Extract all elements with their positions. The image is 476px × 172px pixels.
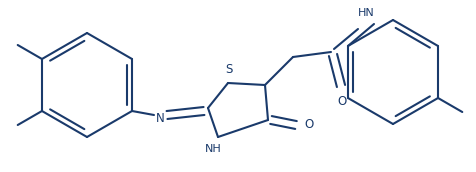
Text: NH: NH [205,144,221,154]
Text: O: O [304,119,313,132]
Text: O: O [337,95,347,108]
Text: HN: HN [357,8,375,18]
Text: N: N [156,111,164,125]
Text: S: S [225,63,233,76]
